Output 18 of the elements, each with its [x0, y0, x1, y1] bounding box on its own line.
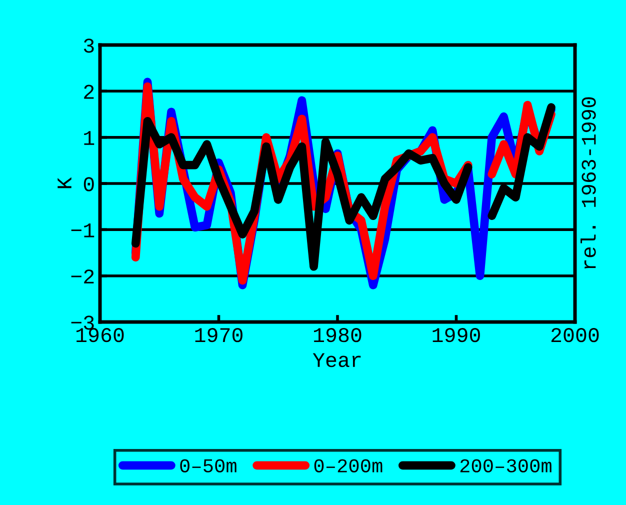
y-tick-label: −3: [71, 316, 94, 330]
x-tick-label: 1990: [432, 328, 480, 342]
legend-label: 0–50m: [180, 459, 236, 472]
x-tick-label: 1980: [314, 328, 362, 342]
y-tick-label: 0: [84, 177, 94, 192]
legend-label: 200–300m: [460, 459, 552, 472]
x-tick-label: 1970: [195, 328, 242, 342]
x-axis-title: Year: [312, 353, 361, 368]
x-tick-label: 1960: [76, 328, 124, 342]
y2-axis-title: rel. 1963-1990: [580, 97, 596, 269]
y-axis-title: K: [58, 177, 72, 188]
y-tick-label: −1: [71, 223, 94, 238]
y-tick-label: −2: [71, 269, 94, 284]
y-tick-label: 1: [84, 131, 94, 145]
y-tick-label: 2: [84, 84, 94, 99]
x-tick-label: 2000: [551, 328, 599, 342]
y-tick-label: 3: [84, 38, 94, 53]
legend-label: 0–200m: [314, 459, 382, 472]
